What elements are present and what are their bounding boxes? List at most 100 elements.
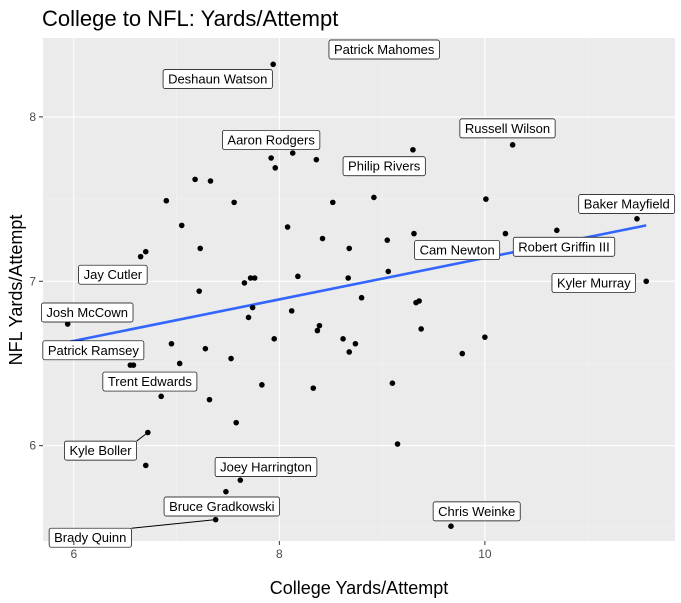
point-labels: Patrick Mahomes Deshaun Watson Aaron Rodge… <box>41 39 676 548</box>
data-point <box>142 462 149 469</box>
data-point <box>329 199 336 206</box>
point-label-box <box>432 501 521 522</box>
x-tick-label: 6 <box>70 547 77 561</box>
point-label-text: Russell Wilson <box>465 121 550 136</box>
point-label: Josh McCown <box>41 302 134 323</box>
point-label-box <box>102 371 198 392</box>
point-label-box <box>162 69 273 89</box>
data-point <box>346 245 353 252</box>
data-point <box>268 155 274 161</box>
data-point <box>168 340 175 347</box>
point-label-text: Bruce Gradkowski <box>169 499 275 514</box>
data-point <box>259 382 265 388</box>
data-point <box>158 393 164 400</box>
data-point <box>316 322 323 329</box>
point-label-box <box>459 118 556 139</box>
data-point <box>410 146 416 153</box>
data-point <box>385 268 392 275</box>
data-point <box>411 230 417 237</box>
data-point <box>288 308 295 314</box>
point-label-text: Robert Griffin III <box>518 239 610 254</box>
point-label-box <box>414 240 501 260</box>
data-point <box>448 523 454 530</box>
data-point <box>247 275 254 281</box>
point-label-text: Deshaun Watson <box>168 72 267 87</box>
data-point <box>272 165 279 171</box>
data-point <box>196 288 203 294</box>
point-label-box <box>214 457 318 477</box>
point-label: Kyler Murray <box>551 273 637 293</box>
data-point <box>482 334 488 340</box>
point-label: Trent Edwards <box>102 371 198 392</box>
data-point <box>394 441 401 447</box>
data-point <box>271 336 278 342</box>
data-point <box>483 196 489 202</box>
data-point <box>197 245 204 252</box>
y-tick-label: 6 <box>29 439 36 453</box>
data-point <box>289 150 296 156</box>
data-point <box>249 304 256 311</box>
data-point <box>207 178 214 184</box>
point-label: Robert Griffin III <box>512 236 616 257</box>
data-point <box>295 273 301 280</box>
leader-lines <box>131 432 216 529</box>
y-tick-label: 7 <box>29 274 36 288</box>
point-label: Brady Quinn <box>48 527 132 548</box>
point-label-text: Kyle Boller <box>69 443 132 458</box>
point-label-text: Chris Weinke <box>438 504 515 519</box>
point-label: Chris Weinke <box>432 501 521 522</box>
data-point <box>314 327 321 334</box>
data-point <box>178 222 185 229</box>
data-point <box>345 275 352 281</box>
point-label: Bruce Gradkowski <box>163 496 280 517</box>
x-tick-label: 10 <box>478 547 492 561</box>
data-point <box>176 360 183 367</box>
data-point <box>228 355 234 362</box>
point-label-box <box>163 496 280 517</box>
data-point <box>64 321 71 327</box>
label-leader-line <box>136 432 149 442</box>
y-axis-title: NFL Yards/Attempt <box>6 215 26 366</box>
data-point <box>352 340 359 347</box>
label-leader-line <box>131 519 216 529</box>
point-label-text: Patrick Ramsey <box>48 343 140 358</box>
chart-title: College to NFL: Yards/Attempt <box>42 6 338 31</box>
point-label-text: Cam Newton <box>420 243 495 258</box>
point-label-box <box>512 236 616 257</box>
data-point <box>643 278 650 285</box>
data-point <box>237 477 244 483</box>
data-point <box>192 176 198 183</box>
data-point <box>502 230 509 237</box>
data-point <box>163 197 170 204</box>
point-label-text: Patrick Mahomes <box>334 42 435 57</box>
point-label: Deshaun Watson <box>162 69 273 89</box>
point-label-box <box>41 302 134 323</box>
point-label-box <box>578 194 676 214</box>
data-point <box>284 224 291 230</box>
point-label: Cam Newton <box>414 240 501 260</box>
point-label-text: Josh McCown <box>46 305 128 320</box>
point-label-box <box>48 527 132 548</box>
point-label-box <box>551 273 637 293</box>
point-label: Kyle Boller <box>64 440 137 461</box>
data-point <box>319 235 326 242</box>
data-point <box>384 237 391 243</box>
x-axis-title: College Yards/Attempt <box>270 578 448 598</box>
point-label-text: Aaron Rodgers <box>227 132 315 147</box>
point-label-text: Joey Harrington <box>220 460 312 475</box>
point-label-text: Brady Quinn <box>54 530 126 545</box>
point-label: Patrick Ramsey <box>42 340 145 361</box>
point-label-text: Trent Edwards <box>108 374 193 389</box>
point-label-text: Jay Cutler <box>84 267 143 282</box>
data-point <box>509 142 516 148</box>
point-label-box <box>78 264 148 285</box>
data-point <box>231 199 237 206</box>
y-axis: 6 7 8 <box>29 110 43 453</box>
data-point <box>346 349 353 355</box>
data-point <box>142 248 149 255</box>
data-point <box>233 419 239 426</box>
point-label-text: Kyler Murray <box>557 275 631 290</box>
data-point <box>251 275 258 281</box>
point-label-text: Baker Mayfield <box>584 197 670 212</box>
